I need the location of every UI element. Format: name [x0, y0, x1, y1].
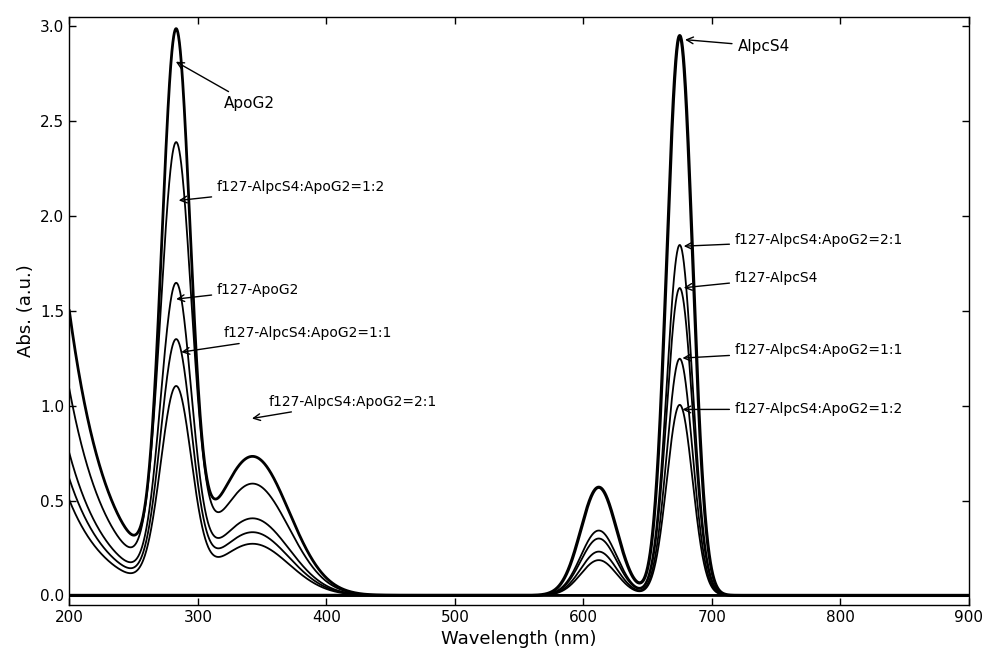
- Text: f127-AlpcS4:ApoG2=1:1: f127-AlpcS4:ApoG2=1:1: [684, 343, 903, 361]
- X-axis label: Wavelength (nm): Wavelength (nm): [441, 630, 597, 648]
- Text: AlpcS4: AlpcS4: [687, 37, 790, 54]
- Text: f127-AlpcS4:ApoG2=2:1: f127-AlpcS4:ApoG2=2:1: [685, 233, 903, 249]
- Text: f127-AlpcS4:ApoG2=1:2: f127-AlpcS4:ApoG2=1:2: [684, 402, 903, 416]
- Text: ApoG2: ApoG2: [177, 63, 275, 111]
- Text: f127-AlpcS4:ApoG2=1:2: f127-AlpcS4:ApoG2=1:2: [180, 180, 385, 203]
- Text: f127-AlpcS4:ApoG2=1:1: f127-AlpcS4:ApoG2=1:1: [183, 327, 392, 354]
- Text: f127-ApoG2: f127-ApoG2: [178, 283, 299, 301]
- Text: f127-AlpcS4: f127-AlpcS4: [685, 271, 818, 290]
- Text: f127-AlpcS4:ApoG2=2:1: f127-AlpcS4:ApoG2=2:1: [254, 394, 437, 420]
- Y-axis label: Abs. (a.u.): Abs. (a.u.): [17, 265, 35, 357]
